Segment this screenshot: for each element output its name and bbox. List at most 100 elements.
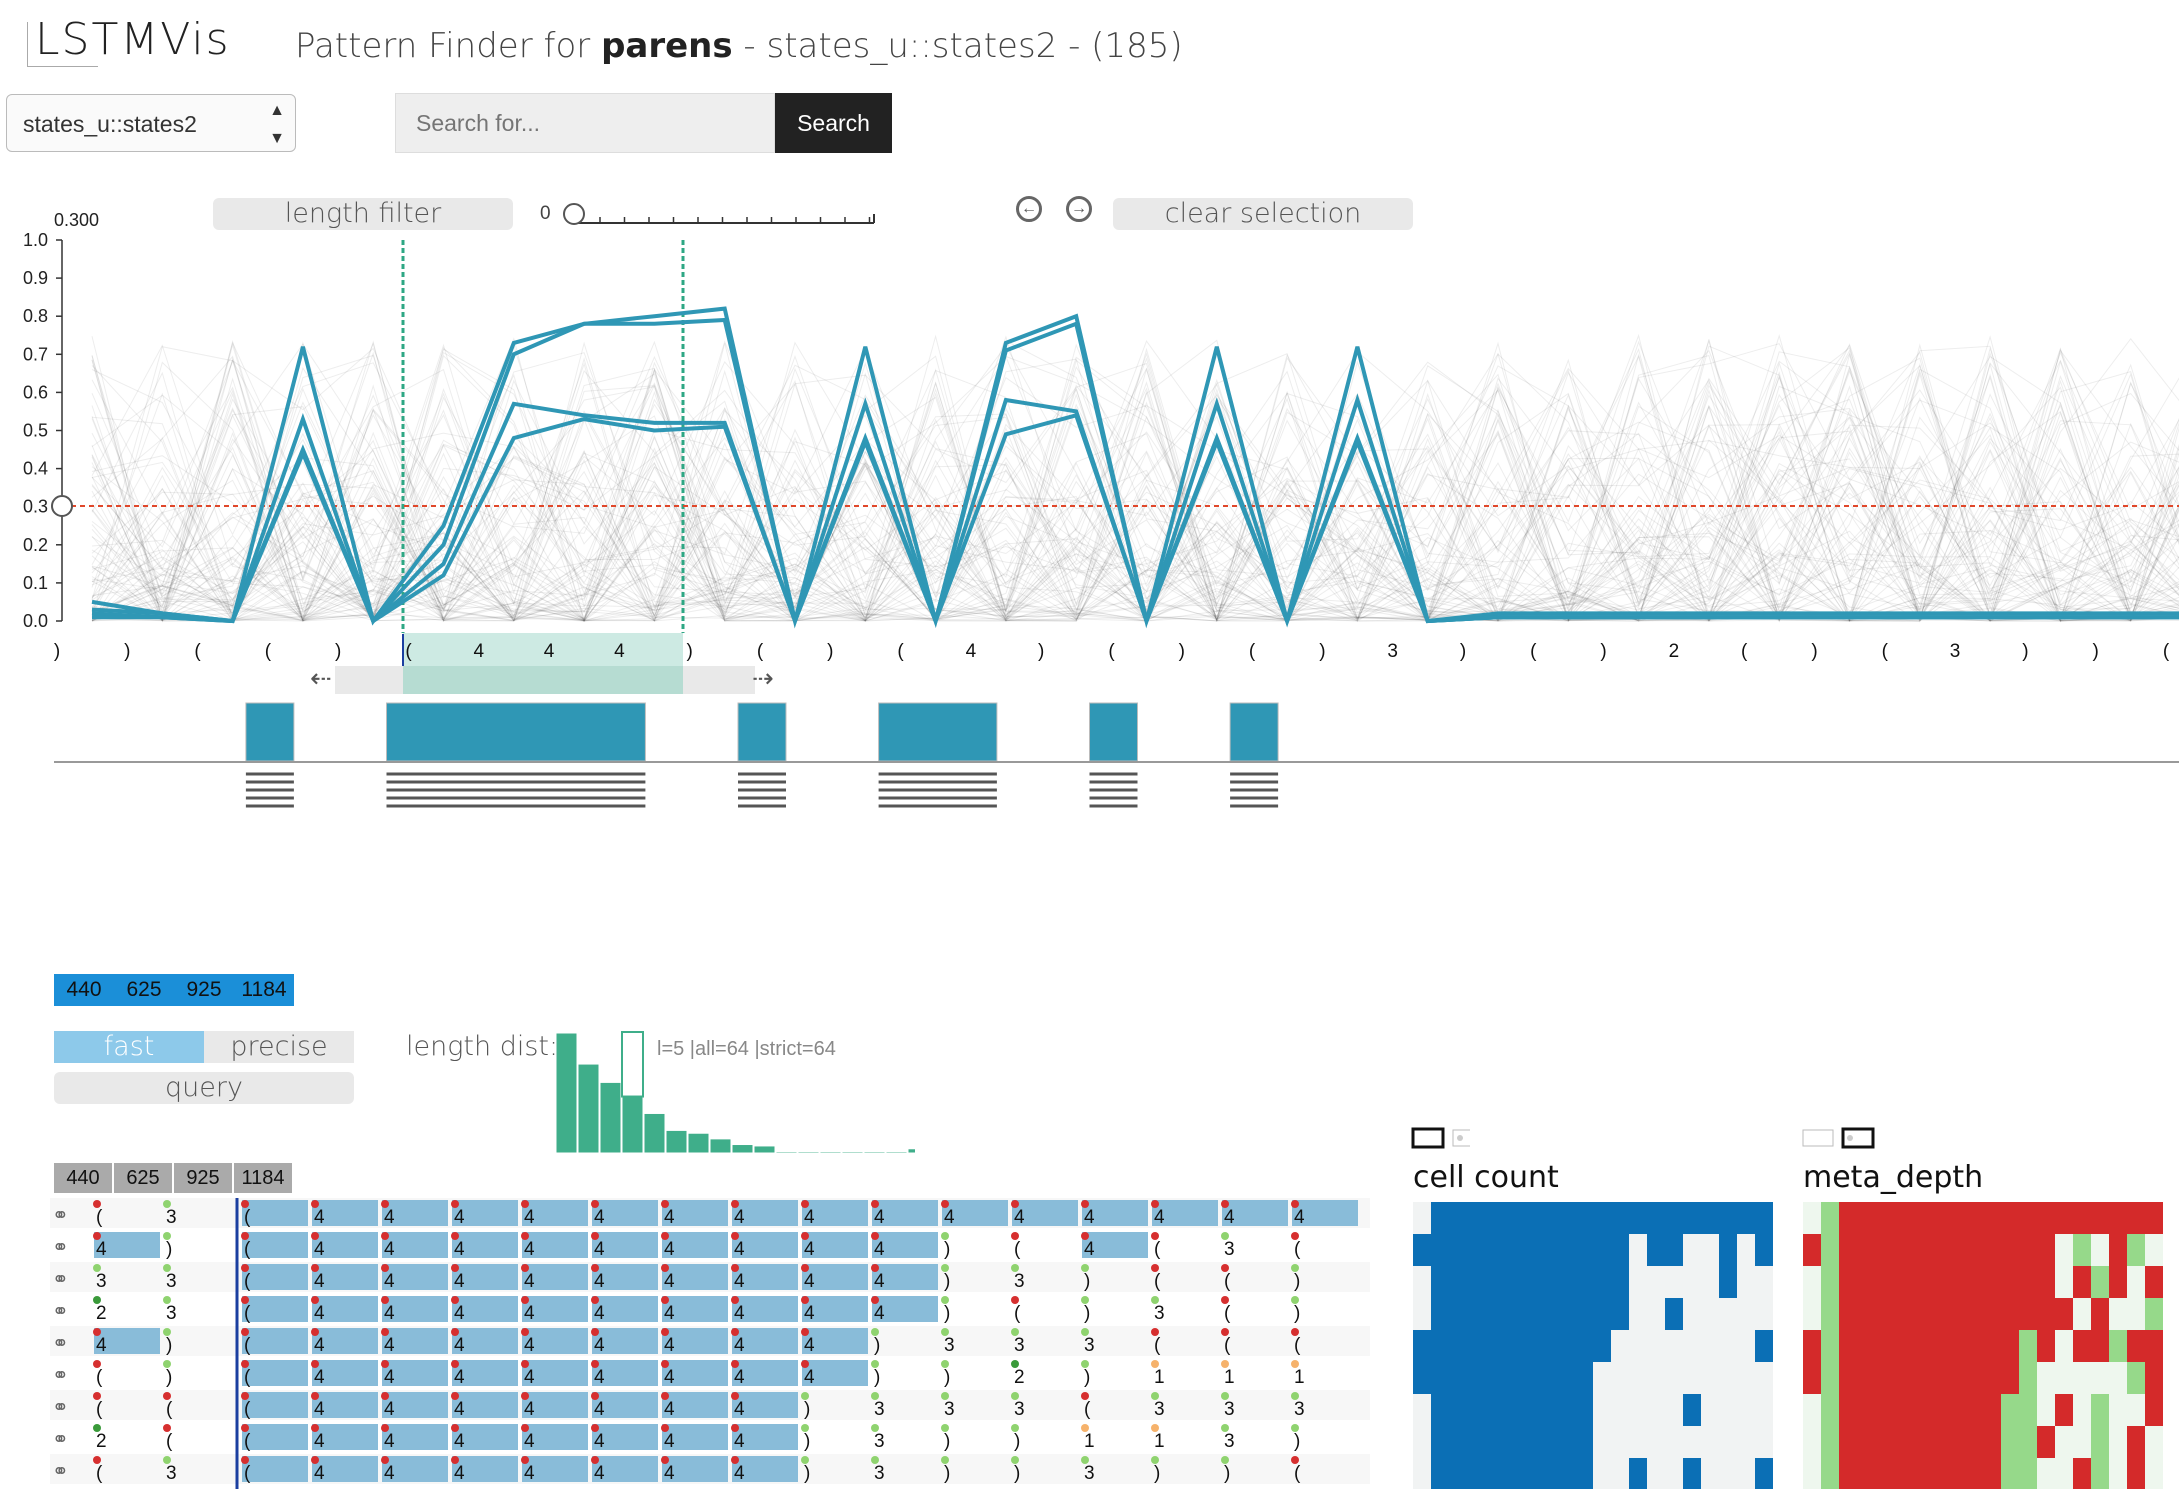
token-label[interactable]: ): [687, 641, 693, 662]
token-label[interactable]: (: [1882, 641, 1889, 662]
pattern-block[interactable]: [878, 702, 998, 762]
series-line[interactable]: [92, 412, 2179, 627]
token-label[interactable]: ): [2022, 641, 2028, 662]
pattern-tag[interactable]: 1184: [241, 978, 287, 1001]
link-icon[interactable]: ⚭: [52, 1461, 69, 1483]
histogram-bar[interactable]: [665, 1129, 688, 1154]
histogram-bar[interactable]: [841, 1151, 864, 1154]
token-label[interactable]: 3: [1950, 641, 1961, 662]
brush-right-arrow-icon[interactable]: ⇢: [752, 663, 774, 693]
link-icon[interactable]: ⚭: [52, 1301, 69, 1323]
token-label[interactable]: (: [1741, 641, 1748, 662]
token-label[interactable]: ): [124, 641, 130, 662]
pattern-tag-bar[interactable]: 440 625 925 1184: [54, 974, 294, 1006]
meta-depth-cell: [1893, 1298, 1911, 1330]
token-label[interactable]: (: [265, 641, 272, 662]
token-label[interactable]: (: [757, 641, 764, 662]
histogram-bar[interactable]: [577, 1063, 600, 1154]
token-label[interactable]: (: [405, 641, 412, 662]
histogram-bar[interactable]: [797, 1151, 820, 1154]
histogram-bar[interactable]: [731, 1144, 754, 1154]
brush-left-arrow-icon[interactable]: ⇠: [310, 663, 332, 693]
token-label[interactable]: ): [1179, 641, 1185, 662]
token-label[interactable]: ): [1460, 641, 1466, 662]
token-label[interactable]: 2: [1669, 641, 1680, 662]
match-list[interactable]: ⚭ (3 (4 4 4 4 4 4 4 4 4 4 4 4 4 4 4 ⚭ 4) (4 4 4 4 4 4 4 4 4) (4 (3 (⚭ 3…: [50, 1198, 1370, 1489]
cell-count-cell: [1737, 1234, 1755, 1266]
cell-count-cell: [1467, 1362, 1485, 1394]
next-arrow-icon[interactable]: →: [1066, 196, 1092, 222]
histogram-bar[interactable]: [621, 1096, 644, 1154]
search-button[interactable]: Search: [775, 93, 892, 153]
pattern-block[interactable]: [1229, 702, 1279, 762]
prev-arrow-icon[interactable]: ←: [1016, 196, 1042, 222]
token-label[interactable]: ): [335, 641, 341, 662]
token-label[interactable]: (: [1108, 641, 1115, 662]
zoom-brush-selection[interactable]: [403, 666, 683, 694]
histogram-bar[interactable]: [819, 1151, 842, 1154]
length-slider[interactable]: [560, 200, 880, 230]
token-label[interactable]: 4: [474, 641, 485, 662]
pattern-block[interactable]: [737, 702, 787, 762]
token-label[interactable]: (: [1530, 641, 1537, 662]
pattern-tag[interactable]: 625: [126, 978, 162, 1001]
pattern-block[interactable]: [386, 702, 646, 762]
token-label[interactable]: (: [2163, 641, 2170, 662]
match-cell-fill: [662, 1328, 728, 1354]
token-label[interactable]: 3: [1387, 641, 1398, 662]
link-icon[interactable]: ⚭: [52, 1333, 69, 1355]
token-label[interactable]: 4: [614, 641, 625, 662]
token-label[interactable]: ): [1038, 641, 1044, 662]
histogram-bar[interactable]: [907, 1148, 915, 1154]
search-input[interactable]: [395, 93, 775, 153]
link-icon[interactable]: ⚭: [52, 1365, 69, 1387]
cell-count-cell: [1665, 1458, 1683, 1489]
histogram-bar[interactable]: [599, 1081, 622, 1154]
histogram-bar[interactable]: [775, 1151, 798, 1154]
link-icon[interactable]: ⚭: [52, 1397, 69, 1419]
length-filter-button[interactable]: length filter: [213, 198, 513, 230]
state-select[interactable]: states_u::states2 ▲ ▼: [6, 94, 296, 152]
histogram-bar[interactable]: [863, 1151, 886, 1154]
slider-handle[interactable]: [563, 203, 585, 225]
link-icon[interactable]: ⚭: [52, 1429, 69, 1451]
token-label[interactable]: ): [1319, 641, 1325, 662]
token-label[interactable]: ): [54, 641, 60, 662]
token-label[interactable]: (: [194, 641, 201, 662]
clear-selection-button[interactable]: clear selection: [1113, 198, 1413, 230]
threshold-label: 0.300: [54, 210, 99, 230]
meta-depth-toggle[interactable]: [1800, 1126, 1880, 1150]
token-label[interactable]: 4: [966, 641, 977, 662]
meta-depth-cell: [1875, 1458, 1893, 1489]
threshold-handle[interactable]: [51, 495, 73, 517]
length-dist-histogram[interactable]: [555, 1030, 915, 1155]
meta-depth-cell: [1803, 1362, 1821, 1394]
token-label[interactable]: ): [827, 641, 833, 662]
link-icon[interactable]: ⚭: [52, 1237, 69, 1259]
pattern-block[interactable]: [245, 702, 295, 762]
histogram-bar[interactable]: [709, 1138, 732, 1154]
pattern-tag[interactable]: 925: [186, 978, 222, 1001]
histogram-bar[interactable]: [885, 1151, 908, 1154]
link-icon[interactable]: ⚭: [52, 1269, 69, 1291]
cell-count-toggle[interactable]: [1410, 1126, 1470, 1150]
token-label[interactable]: 4: [544, 641, 555, 662]
meta-depth-cell: [1803, 1394, 1821, 1426]
activation-chart[interactable]: 0.300 1.00.90.80.70.60.50.40.30.20.10.0 …: [0, 200, 2179, 820]
token-label[interactable]: ): [1811, 641, 1817, 662]
token-label[interactable]: (: [897, 641, 904, 662]
token-label[interactable]: ): [1600, 641, 1606, 662]
histogram-bar[interactable]: [687, 1132, 710, 1154]
pattern-tag[interactable]: 440: [66, 978, 102, 1001]
histogram-bar[interactable]: [753, 1145, 776, 1154]
pattern-block[interactable]: [1089, 702, 1138, 762]
fast-toggle[interactable]: fast: [54, 1031, 204, 1063]
link-icon[interactable]: ⚭: [52, 1205, 69, 1227]
token-label[interactable]: (: [1249, 641, 1256, 662]
token-label[interactable]: ): [2093, 641, 2099, 662]
query-button[interactable]: query: [54, 1072, 354, 1104]
meta-depth-cell: [2091, 1394, 2109, 1426]
histogram-bar[interactable]: [555, 1032, 578, 1154]
histogram-bar[interactable]: [643, 1112, 666, 1154]
precise-toggle[interactable]: precise: [204, 1031, 354, 1063]
